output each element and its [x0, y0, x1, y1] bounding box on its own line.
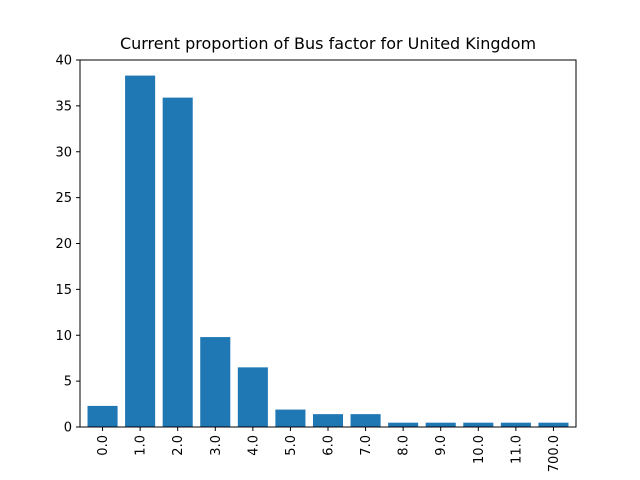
bar-3.0 [200, 337, 231, 427]
y-tick-label: 30 [55, 145, 72, 160]
y-tick-label: 20 [55, 237, 72, 252]
x-tick-label: 10.0 [472, 435, 487, 464]
y-tick-label: 15 [55, 283, 72, 298]
x-axis: 0.0 1.0 2.0 3.0 4.0 5.0 6.0 7.0 8.0 9.0 10.0 11.0 70… [96, 427, 562, 472]
bar-8.0 [388, 422, 419, 427]
bar-0.0 [87, 405, 118, 427]
bar-6.0 [312, 414, 344, 427]
x-tick-label: 1.0 [134, 435, 149, 456]
x-tick-label: 7.0 [359, 435, 374, 456]
x-tick-label: 5.0 [284, 435, 299, 456]
chart-title: Current proportion of Bus factor for Uni… [120, 34, 536, 53]
y-tick-label: 35 [55, 99, 72, 114]
plot-frame [79, 59, 577, 428]
bar-9.0 [425, 422, 456, 427]
bar-11.0 [500, 422, 531, 427]
bars-group [87, 75, 569, 428]
y-axis: 0 5 10 15 20 25 30 35 40 [55, 54, 80, 436]
bar-1.0 [125, 75, 156, 427]
bar-5.0 [275, 409, 306, 427]
bar-10.0 [463, 422, 494, 427]
x-tick-label: 3.0 [209, 435, 224, 456]
y-tick-label: 40 [55, 54, 72, 69]
y-tick-label: 25 [55, 191, 72, 206]
y-tick-label: 5 [64, 375, 72, 390]
bar-4.0 [237, 367, 268, 427]
bar-700.0 [538, 422, 569, 427]
x-tick-label: 4.0 [246, 435, 261, 456]
x-tick-label: 8.0 [397, 435, 412, 456]
y-tick-label: 0 [64, 421, 72, 436]
x-tick-label: 700.0 [547, 435, 562, 472]
x-tick-label: 2.0 [171, 435, 186, 456]
bar-7.0 [350, 414, 381, 427]
x-tick-label: 9.0 [434, 435, 449, 456]
x-tick-label: 0.0 [96, 435, 111, 456]
x-tick-label: 11.0 [509, 435, 524, 464]
x-tick-label: 6.0 [322, 435, 337, 456]
bar-2.0 [162, 97, 193, 428]
y-tick-label: 10 [55, 329, 72, 344]
